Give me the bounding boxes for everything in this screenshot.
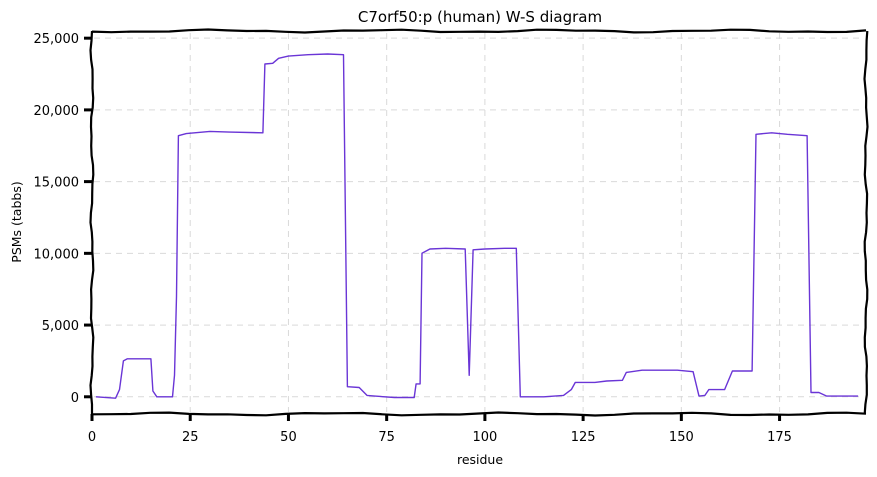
y-tick-label: 10,000	[34, 247, 80, 262]
x-tick-label: 125	[571, 430, 596, 445]
y-tick-label: 25,000	[34, 32, 80, 47]
series-line	[95, 53, 859, 399]
y-tick-label: 5,000	[42, 319, 79, 334]
x-tick-label: 175	[767, 430, 792, 445]
series-layer	[95, 53, 859, 399]
x-tick-label: 75	[378, 430, 395, 445]
y-tick-label: 0	[71, 391, 79, 406]
x-tick-label: 50	[280, 430, 297, 445]
x-axis-label: residue	[457, 452, 503, 467]
x-tick-label: 0	[88, 430, 96, 445]
axis-ticks	[84, 36, 782, 421]
y-axis-label: PSMs (tabbs)	[9, 181, 24, 262]
grid	[94, 33, 864, 412]
x-tick-label: 100	[472, 430, 497, 445]
y-tick-label: 20,000	[34, 104, 80, 119]
chart-title: C7orf50:p (human) W-S diagram	[358, 8, 602, 26]
x-tick-label: 150	[669, 430, 694, 445]
x-tick-label: 25	[182, 430, 199, 445]
tick-labels: 0 25 50 75 100 125 150 175 0 5,000 10,000 15,000 20,…	[34, 32, 792, 445]
plot-frame	[89, 28, 869, 417]
y-tick-label: 15,000	[34, 176, 80, 191]
